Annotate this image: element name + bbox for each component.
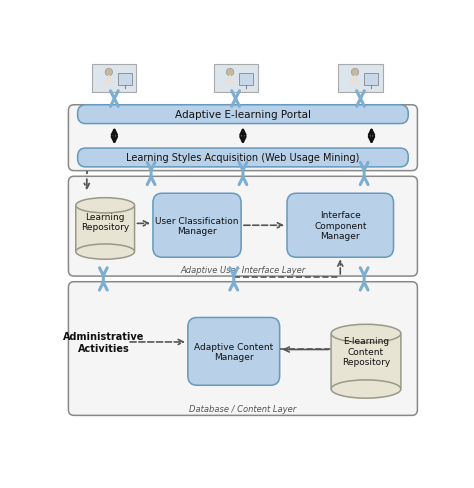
Text: Administrative
Activities: Administrative Activities: [63, 331, 144, 353]
Text: Adaptive Content
Manager: Adaptive Content Manager: [194, 342, 273, 361]
FancyBboxPatch shape: [118, 74, 132, 85]
FancyBboxPatch shape: [76, 206, 135, 252]
FancyBboxPatch shape: [78, 105, 408, 124]
Text: E-learning
Content
Repository: E-learning Content Repository: [342, 337, 390, 366]
Ellipse shape: [331, 325, 401, 343]
FancyBboxPatch shape: [188, 318, 280, 386]
FancyBboxPatch shape: [68, 177, 418, 277]
Ellipse shape: [76, 198, 135, 213]
FancyBboxPatch shape: [78, 149, 408, 167]
Ellipse shape: [76, 244, 135, 260]
Text: Interface
Component
Manager: Interface Component Manager: [314, 211, 366, 241]
Polygon shape: [104, 76, 112, 84]
Text: Learning Styles Acquisition (Web Usage Mining): Learning Styles Acquisition (Web Usage M…: [126, 153, 360, 163]
Circle shape: [227, 69, 234, 77]
FancyBboxPatch shape: [213, 65, 258, 92]
Circle shape: [105, 69, 112, 77]
FancyBboxPatch shape: [364, 74, 378, 85]
FancyBboxPatch shape: [68, 105, 418, 171]
Text: Learning
Repository: Learning Repository: [81, 212, 129, 232]
FancyBboxPatch shape: [92, 65, 137, 92]
FancyBboxPatch shape: [287, 194, 393, 258]
FancyBboxPatch shape: [239, 74, 253, 85]
FancyBboxPatch shape: [153, 194, 241, 258]
Text: Adaptive E-learning Portal: Adaptive E-learning Portal: [175, 110, 311, 120]
FancyBboxPatch shape: [68, 282, 418, 416]
FancyBboxPatch shape: [331, 334, 401, 389]
Ellipse shape: [331, 380, 401, 398]
FancyBboxPatch shape: [338, 65, 383, 92]
Text: Database / Content Layer: Database / Content Layer: [189, 404, 297, 413]
Polygon shape: [350, 76, 359, 84]
Text: User Classification
Manager: User Classification Manager: [155, 216, 239, 235]
Polygon shape: [225, 76, 234, 84]
Circle shape: [351, 69, 359, 77]
Text: Adaptive User Interface Layer: Adaptive User Interface Layer: [180, 265, 306, 274]
